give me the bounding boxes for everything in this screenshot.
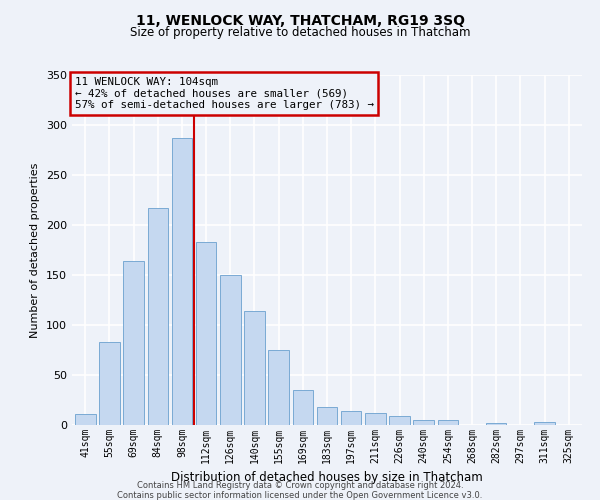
- Bar: [148, 208, 168, 425]
- Text: 11, WENLOCK WAY, THATCHAM, RG19 3SQ: 11, WENLOCK WAY, THATCHAM, RG19 3SQ: [136, 14, 464, 28]
- X-axis label: Distribution of detached houses by size in Thatcham: Distribution of detached houses by size …: [171, 472, 483, 484]
- Bar: [268, 350, 289, 425]
- Bar: [99, 342, 120, 425]
- Bar: [317, 407, 337, 425]
- Text: Contains HM Land Registry data © Crown copyright and database right 2024.: Contains HM Land Registry data © Crown c…: [137, 481, 463, 490]
- Bar: [293, 390, 313, 425]
- Bar: [486, 423, 506, 425]
- Bar: [172, 138, 192, 425]
- Bar: [389, 416, 410, 425]
- Bar: [75, 414, 95, 425]
- Bar: [244, 311, 265, 425]
- Bar: [124, 261, 144, 425]
- Bar: [196, 242, 217, 425]
- Text: Contains public sector information licensed under the Open Government Licence v3: Contains public sector information licen…: [118, 491, 482, 500]
- Bar: [341, 411, 361, 425]
- Bar: [534, 422, 555, 425]
- Text: 11 WENLOCK WAY: 104sqm
← 42% of detached houses are smaller (569)
57% of semi-de: 11 WENLOCK WAY: 104sqm ← 42% of detached…: [74, 76, 374, 110]
- Y-axis label: Number of detached properties: Number of detached properties: [31, 162, 40, 338]
- Bar: [220, 275, 241, 425]
- Bar: [365, 413, 386, 425]
- Bar: [413, 420, 434, 425]
- Bar: [437, 420, 458, 425]
- Text: Size of property relative to detached houses in Thatcham: Size of property relative to detached ho…: [130, 26, 470, 39]
